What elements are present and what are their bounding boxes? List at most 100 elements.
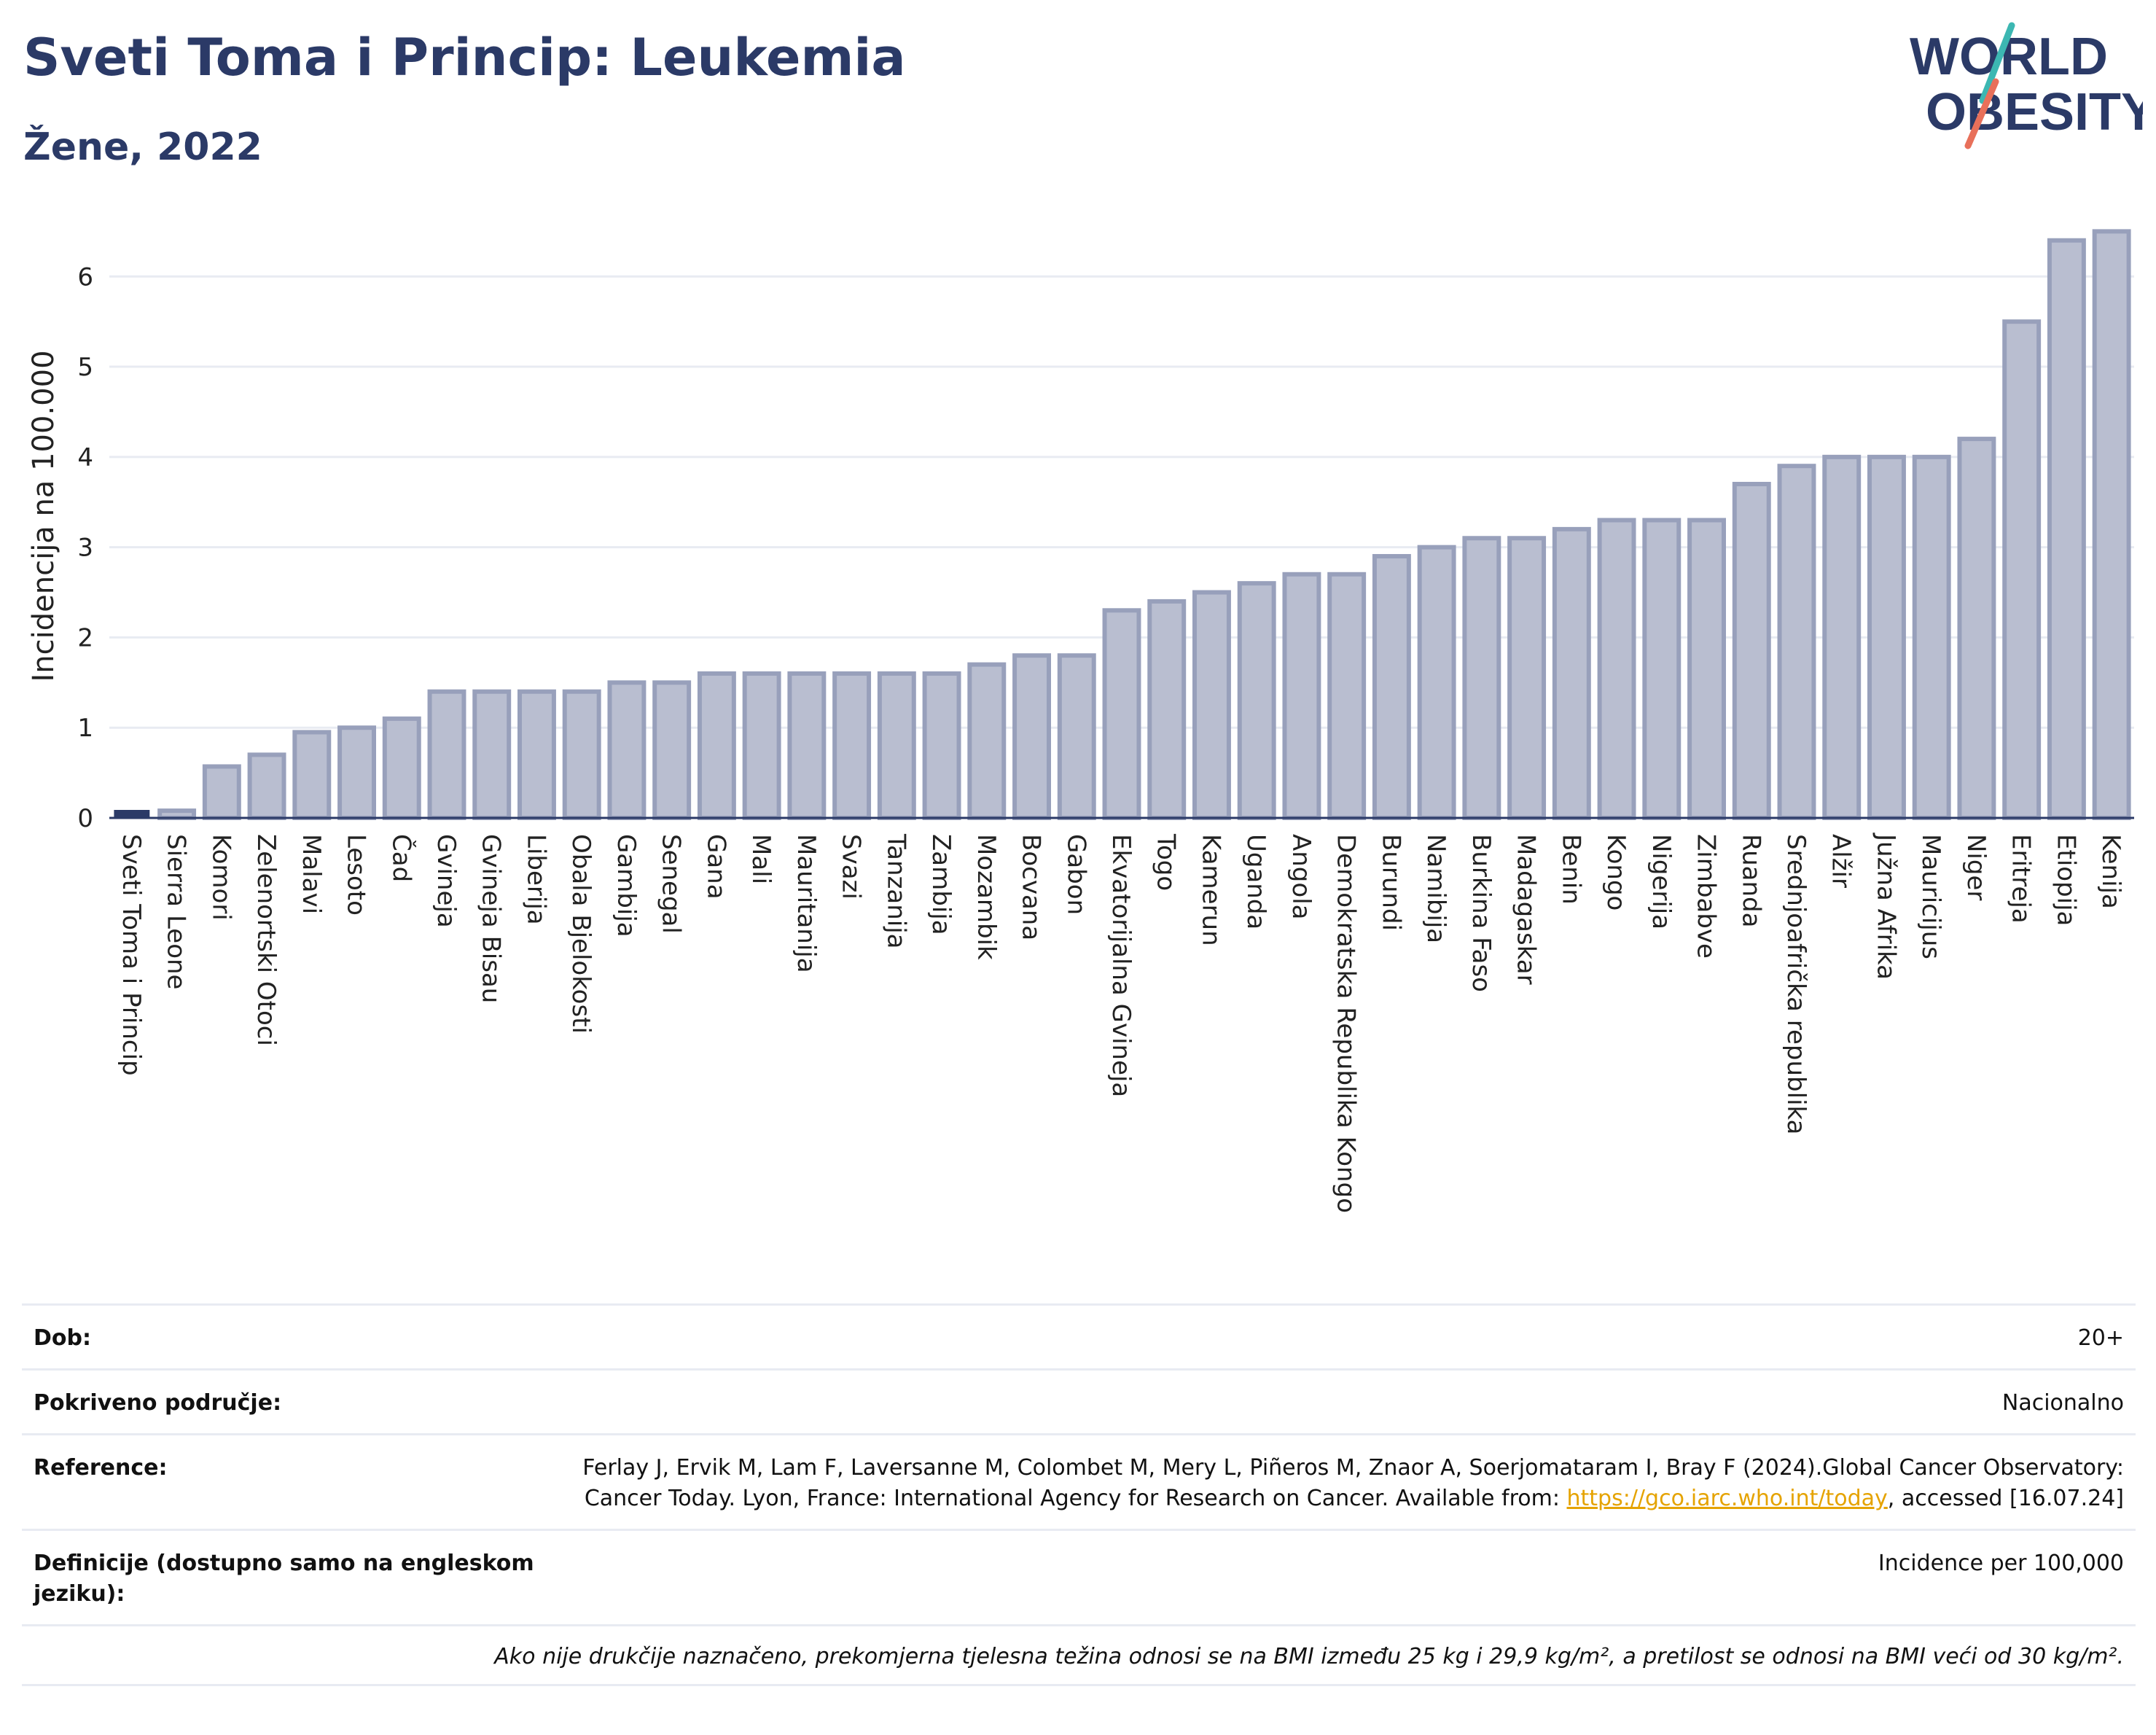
x-tick-label: Mali: [746, 834, 776, 884]
x-tick-label: Sveti Toma i Princip: [117, 834, 146, 1076]
x-tick-label: Angola: [1286, 834, 1316, 919]
y-axis-title: Incidencija na 100.000: [27, 350, 60, 682]
x-tick-label: Burundi: [1376, 834, 1405, 931]
bar: [2092, 229, 2131, 820]
y-tick-label: 1: [77, 714, 93, 743]
x-tick-label: Demokratska Republika Kongo: [1332, 834, 1361, 1213]
bar: [1102, 608, 1141, 821]
x-tick-label: Ruanda: [1736, 834, 1765, 927]
bar: [1192, 590, 1231, 820]
bar: [1687, 518, 1726, 820]
x-tick-label: Mauritanija: [792, 834, 821, 973]
bars: [114, 229, 2131, 821]
bar: [1417, 545, 1456, 820]
x-tick-label: Srednjoafrička republika: [1781, 834, 1811, 1134]
bar: [1957, 437, 1996, 820]
x-tick-label: Etiopija: [2051, 834, 2080, 926]
info-row-coverage: Pokriveno područje: Nacionalno: [22, 1368, 2136, 1433]
x-tick-label: Nigerija: [1647, 834, 1676, 929]
info-row-definitions: Definicije (dostupno samo na engleskom j…: [22, 1529, 2136, 1624]
x-tick-label: Kongo: [1601, 834, 1630, 911]
definitions-label: Definicije (dostupno samo na engleskom j…: [34, 1551, 534, 1607]
info-row-age: Dob: 20+: [22, 1303, 2136, 1368]
bar: [1597, 518, 1636, 820]
x-tick-label: Eritreja: [2007, 834, 2036, 924]
bar: [1372, 554, 1411, 820]
bar: [292, 730, 332, 820]
bar: [247, 752, 286, 821]
bar: [427, 689, 466, 820]
x-tick-label: Svazi: [837, 834, 866, 900]
bar: [1147, 599, 1187, 821]
info-row-reference: Reference: Ferlay J, Ervik M, Lam F, Lav…: [22, 1433, 2136, 1529]
y-tick-label: 5: [77, 353, 93, 382]
x-tick-label: Čad: [386, 834, 416, 882]
x-tick-label: Liberija: [521, 834, 550, 925]
y-tick-label: 2: [77, 623, 93, 652]
reference-text: Ferlay J, Ervik M, Lam F, Laversanne M, …: [582, 1455, 2124, 1511]
x-tick-label: Lesoto: [342, 834, 371, 916]
x-tick-label: Senegal: [657, 834, 686, 934]
x-tick-label: Kenija: [2096, 834, 2125, 909]
chart-title: Sveti Toma i Princip: Leukemia: [23, 28, 906, 87]
bmi-note: Ako nije drukčije naznačeno, prekomjerna…: [22, 1624, 2136, 1686]
chart-subtitle: Žene, 2022: [23, 125, 262, 169]
bar: [1552, 526, 1591, 820]
x-tick-label: Komori: [206, 834, 235, 921]
x-tick-label: Gambija: [612, 834, 641, 937]
x-tick-label: Burkina Faso: [1466, 834, 1496, 992]
bar: [1732, 481, 1771, 820]
y-tick-label: 6: [77, 262, 93, 292]
y-axis-ticks: 0 1 2 3 4 5 6: [77, 262, 93, 833]
bar: [1777, 464, 1816, 821]
reference-accessed: , accessed [16.07.24]: [1887, 1486, 2124, 1511]
x-tick-label: Sierra Leone: [162, 834, 191, 989]
bar: [697, 671, 736, 820]
logo-line2: OBESITY: [1926, 83, 2143, 141]
x-tick-label: Bocvana: [1017, 834, 1046, 940]
reference-link[interactable]: https://gco.iarc.who.int/today: [1566, 1486, 1888, 1511]
x-tick-label: Namibija: [1421, 834, 1450, 943]
world-obesity-logo: WORLD OBESITY: [1910, 22, 2143, 149]
coverage-label: Pokriveno područje:: [34, 1390, 282, 1416]
bar: [1282, 572, 1321, 820]
info-table: Dob: 20+ Pokriveno područje: Nacionalno …: [22, 1303, 2136, 1686]
bar: [607, 680, 647, 820]
x-tick-label: Madagaskar: [1512, 834, 1541, 985]
bar-chart: 0 1 2 3 4 5 6 Sveti Toma i Princip Sierra Leone…: [27, 229, 2134, 1213]
x-tick-label: Kamerun: [1196, 834, 1225, 946]
bar: [742, 671, 781, 820]
y-tick-label: 4: [77, 443, 93, 472]
bar: [1237, 581, 1276, 820]
logo-slash-teal: [1979, 22, 2015, 104]
x-tick-label: Gana: [701, 834, 730, 900]
bar: [517, 689, 556, 820]
bar: [1462, 536, 1501, 820]
bar: [337, 725, 376, 820]
bar: [1642, 518, 1682, 820]
x-tick-label: Gabon: [1061, 834, 1090, 915]
bar: [472, 689, 512, 820]
x-tick-label: Tanzanija: [881, 833, 910, 948]
x-tick-label: Zambija: [926, 834, 956, 935]
age-value: 20+: [2077, 1325, 2124, 1351]
x-tick-label: Mauricijus: [1916, 834, 1945, 959]
bar: [2047, 238, 2086, 820]
x-tick-label: Gvineja: [431, 834, 461, 928]
bar: [382, 716, 421, 820]
coverage-value: Nacionalno: [2001, 1390, 2124, 1416]
bar: [562, 689, 601, 820]
x-tick-label: Togo: [1152, 833, 1181, 891]
x-tick-label: Ekvatorijalna Gvineja: [1106, 834, 1136, 1097]
bar: [1822, 454, 1862, 821]
x-axis-labels: Sveti Toma i Princip Sierra Leone Komori Ze…: [117, 833, 2125, 1213]
x-tick-label: Alžir: [1827, 834, 1856, 888]
bar: [1912, 454, 1951, 821]
bar: [2002, 319, 2042, 820]
bar: [787, 671, 827, 820]
x-tick-label: Zelenortski Otoci: [251, 834, 281, 1046]
x-tick-label: Zimbabve: [1692, 834, 1721, 959]
bar: [877, 671, 916, 820]
bar: [1327, 572, 1367, 820]
bar: [1012, 653, 1051, 820]
